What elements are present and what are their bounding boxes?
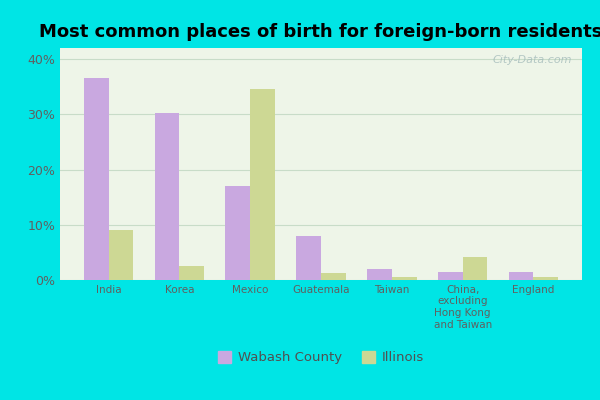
Bar (463, 257, 487, 280)
Bar (533, 277, 558, 280)
Bar (321, 273, 346, 280)
Bar (509, 272, 533, 280)
Bar (109, 230, 133, 280)
Bar (250, 90, 275, 280)
Bar (84, 78, 109, 280)
Bar (296, 236, 321, 280)
Title: Most common places of birth for foreign-born residents: Most common places of birth for foreign-… (40, 23, 600, 41)
Bar (367, 269, 392, 280)
Bar (392, 277, 416, 280)
Bar (179, 266, 204, 280)
Text: City-Data.com: City-Data.com (492, 55, 572, 65)
Bar (155, 113, 179, 280)
Legend: Wabash County, Illinois: Wabash County, Illinois (212, 344, 430, 371)
Bar (438, 272, 463, 280)
Bar (226, 186, 250, 280)
